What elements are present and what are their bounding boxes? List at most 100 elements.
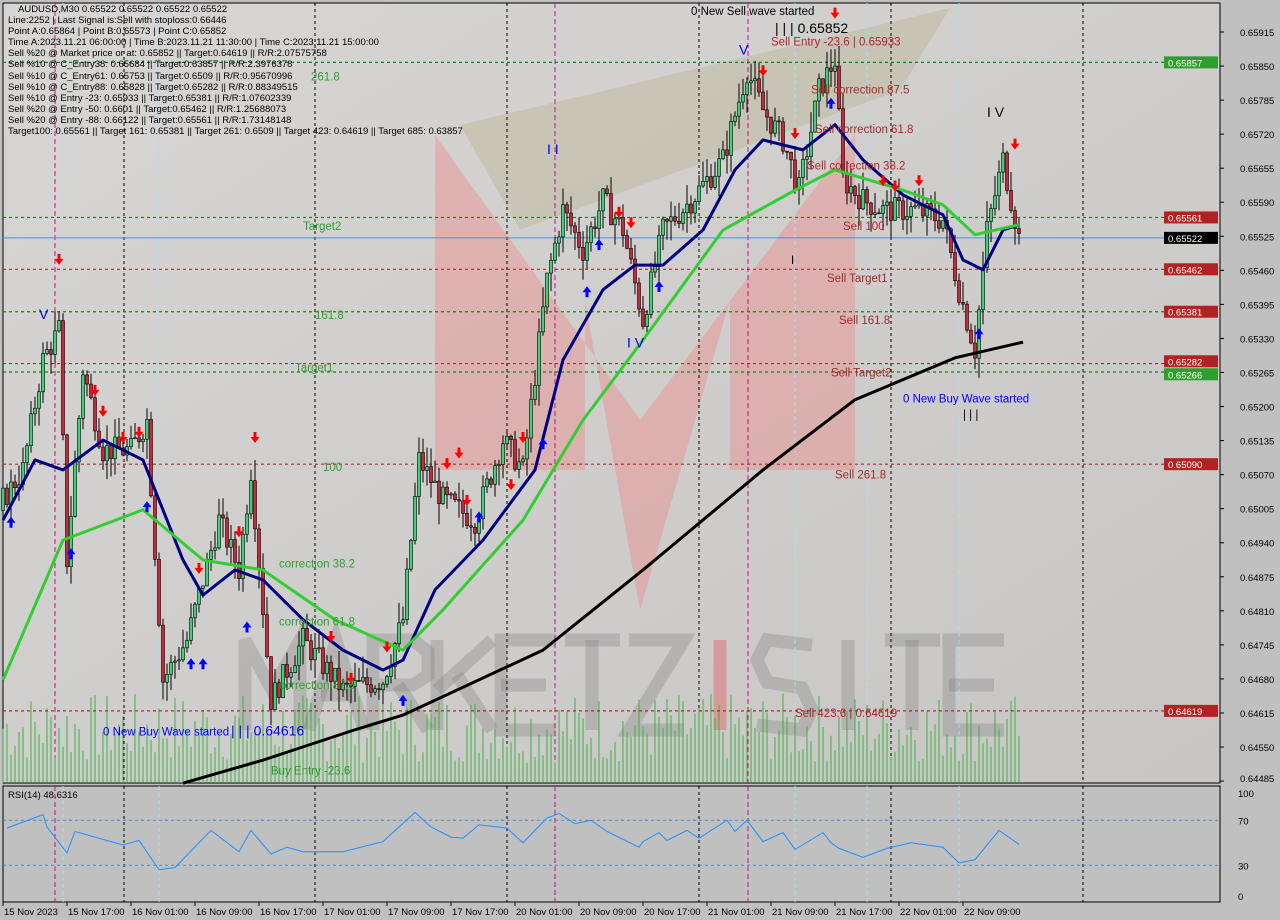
candle-body	[641, 308, 645, 327]
candle-body	[997, 171, 1001, 197]
chart-annotation: V	[39, 306, 49, 322]
time-tick-label: 15 Nov 17:00	[68, 907, 125, 918]
candle-body	[777, 120, 781, 123]
rsi-panel-area[interactable]	[2, 785, 1221, 903]
price-level-value: 0.65266	[1168, 370, 1202, 381]
candle-body	[873, 212, 877, 215]
candle-body	[201, 585, 205, 589]
rsi-tick-label: 30	[1238, 861, 1249, 872]
time-tick-label: 16 Nov 09:00	[196, 907, 253, 918]
candle-body	[65, 434, 69, 568]
info-line: Target100: 0.65561 || Target 161: 0.6538…	[8, 126, 463, 138]
candle-body	[869, 202, 873, 215]
candle-body	[345, 682, 349, 685]
sell-arrow-icon	[830, 7, 840, 19]
candle-body	[573, 225, 577, 233]
candle-body	[469, 525, 473, 528]
time-tick-label: 16 Nov 01:00	[132, 907, 189, 918]
price-level-value: 0.65462	[1168, 265, 1202, 276]
candle-body	[909, 206, 913, 217]
rsi-line	[6, 811, 1020, 871]
sell-arrow-icon	[346, 672, 356, 684]
candle-body	[105, 445, 109, 462]
price-level-tag	[1164, 231, 1218, 244]
chart-annotation: I I	[547, 141, 559, 157]
buy-arrow-icon	[242, 621, 252, 633]
candle-body	[369, 684, 373, 693]
chart-annotation: correction 87.5	[279, 680, 355, 692]
candle-body	[517, 461, 521, 470]
candle-body	[481, 486, 485, 520]
chart-annotation: correction 38.2	[279, 559, 355, 571]
candle-body	[161, 624, 165, 683]
buy-arrow-icon	[142, 501, 152, 513]
watermark-letter	[749, 633, 820, 737]
price-level-tag	[1164, 56, 1218, 69]
price-tick-label: 0.65655	[1240, 164, 1274, 175]
price-tick-label: 0.65720	[1240, 130, 1274, 141]
candle-body	[329, 661, 333, 682]
candle-body	[585, 242, 589, 261]
candle-body	[437, 480, 441, 505]
candle-body	[729, 121, 733, 156]
price-level-value: 0.65090	[1168, 460, 1202, 471]
candle-body	[913, 205, 917, 208]
candle-body	[681, 212, 685, 224]
candle-body	[705, 176, 709, 182]
time-tick-label: 22 Nov 09:00	[964, 907, 1021, 918]
price-tick-label: 0.65200	[1240, 403, 1274, 414]
candle-body	[305, 628, 309, 642]
candle-body	[961, 302, 965, 305]
candle-body	[741, 94, 745, 103]
candle-body	[733, 115, 737, 122]
candle-body	[281, 664, 285, 698]
candle-body	[581, 247, 585, 261]
candle-body	[761, 91, 765, 111]
candle-body	[177, 659, 181, 662]
candle-body	[357, 680, 361, 682]
candle-body	[749, 80, 753, 84]
candle-body	[313, 648, 317, 661]
time-tick-label: 22 Nov 01:00	[900, 907, 957, 918]
candle-body	[301, 628, 305, 647]
price-tick-label: 0.65330	[1240, 334, 1274, 345]
chart-annotation: 261.8	[311, 72, 340, 84]
chart-annotation: | | | 0.65852	[775, 20, 848, 36]
candle-body	[149, 419, 153, 497]
price-level-value: 0.65522	[1168, 234, 1202, 245]
price-level-value: 0.64619	[1168, 707, 1202, 718]
candle-body	[253, 480, 257, 530]
candle-body	[241, 533, 245, 579]
price-chart-area[interactable]	[2, 2, 1221, 784]
candle-body	[1017, 228, 1021, 234]
time-tick-label: 21 Nov 01:00	[708, 907, 765, 918]
sell-arrow-icon	[194, 562, 204, 574]
time-tick-label: 16 Nov 17:00	[260, 907, 317, 918]
candle-body	[785, 150, 789, 153]
candle-body	[321, 647, 325, 674]
chart-annotation: Sell Entry -23.6 | 0.65933	[771, 36, 901, 48]
chart-annotation: Buy Entry -23.6	[271, 766, 350, 778]
candle-body	[529, 399, 533, 439]
candle-body	[657, 234, 661, 267]
candle-body	[613, 218, 617, 226]
candle-body	[497, 464, 501, 466]
buy-arrow-icon	[6, 516, 16, 528]
candle-body	[981, 267, 985, 310]
watermark-letter	[617, 633, 696, 737]
price-tick-label: 0.64810	[1240, 607, 1274, 618]
candle-body	[269, 656, 273, 710]
candle-body	[521, 458, 525, 463]
time-tick-label: 20 Nov 09:00	[580, 907, 637, 918]
chart-annotation: I V	[627, 335, 645, 351]
price-tick-label: 0.64485	[1240, 774, 1274, 785]
buy-arrow-icon	[186, 658, 196, 670]
buy-arrow-icon	[974, 328, 984, 340]
sell-arrow-icon	[758, 65, 768, 77]
candle-body	[185, 639, 189, 649]
price-level-tag	[1164, 355, 1218, 368]
candle-body	[413, 496, 417, 541]
candle-body	[285, 664, 289, 678]
candle-body	[429, 466, 433, 483]
chart-annotation: Sell correction 87.5	[811, 85, 909, 97]
